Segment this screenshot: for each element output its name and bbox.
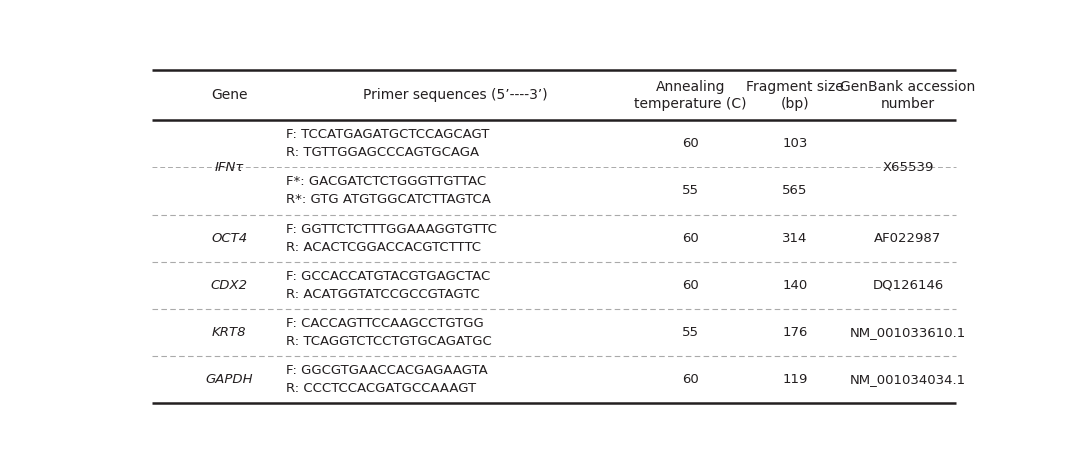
Text: Annealing
temperature (C): Annealing temperature (C) <box>633 80 746 111</box>
Text: 60: 60 <box>682 373 698 386</box>
Text: NM_001033610.1: NM_001033610.1 <box>850 326 966 339</box>
Text: 60: 60 <box>682 137 698 150</box>
Text: F: GGTTCTCTTTGGAAAGGTGTTC
R: ACACTCGGACCACGTCTTTC: F: GGTTCTCTTTGGAAAGGTGTTC R: ACACTCGGACC… <box>285 223 497 253</box>
Text: 176: 176 <box>783 326 808 339</box>
Text: Primer sequences (5’----3’): Primer sequences (5’----3’) <box>363 88 548 102</box>
Text: 314: 314 <box>783 232 808 245</box>
Text: F: GCCACCATGTACGTGAGCTAC
R: ACATGGTATCCGCCGTAGTC: F: GCCACCATGTACGTGAGCTAC R: ACATGGTATCCG… <box>285 270 490 301</box>
Text: IFNτ: IFNτ <box>215 161 244 174</box>
Text: 103: 103 <box>783 137 808 150</box>
Text: DQ126146: DQ126146 <box>872 279 944 292</box>
Text: GenBank accession
number: GenBank accession number <box>840 80 975 111</box>
Text: GAPDH: GAPDH <box>205 373 253 386</box>
Text: F: GGCGTGAACCACGAGAAGTA
R: CCCTCCACGATGCCAAAGT: F: GGCGTGAACCACGAGAAGTA R: CCCTCCACGATGC… <box>285 364 488 395</box>
Text: 55: 55 <box>682 326 698 339</box>
Text: 60: 60 <box>682 279 698 292</box>
Text: 119: 119 <box>783 373 808 386</box>
Text: Gene: Gene <box>211 88 248 102</box>
Text: 565: 565 <box>783 185 808 198</box>
Text: F: TCCATGAGATGCTCCAGCAGT
R: TGTTGGAGCCCAGTGCAGA: F: TCCATGAGATGCTCCAGCAGT R: TGTTGGAGCCCA… <box>285 128 490 159</box>
Text: F: CACCAGTTCCAAGCCTGTGG
R: TCAGGTCTCCTGTGCAGATGC: F: CACCAGTTCCAAGCCTGTGG R: TCAGGTCTCCTGT… <box>285 317 492 348</box>
Text: 60: 60 <box>682 232 698 245</box>
Text: Fragment size
(bp): Fragment size (bp) <box>746 80 844 111</box>
Text: NM_001034034.1: NM_001034034.1 <box>850 373 966 386</box>
Text: 55: 55 <box>682 185 698 198</box>
Text: KRT8: KRT8 <box>212 326 246 339</box>
Text: X65539: X65539 <box>882 161 934 174</box>
Text: 140: 140 <box>783 279 808 292</box>
Text: OCT4: OCT4 <box>211 232 248 245</box>
Text: F*: GACGATCTCTGGGTTGTTAC
R*: GTG ATGTGGCATCTTAGTCA: F*: GACGATCTCTGGGTTGTTAC R*: GTG ATGTGGC… <box>285 175 491 206</box>
Text: CDX2: CDX2 <box>211 279 248 292</box>
Text: AF022987: AF022987 <box>875 232 942 245</box>
